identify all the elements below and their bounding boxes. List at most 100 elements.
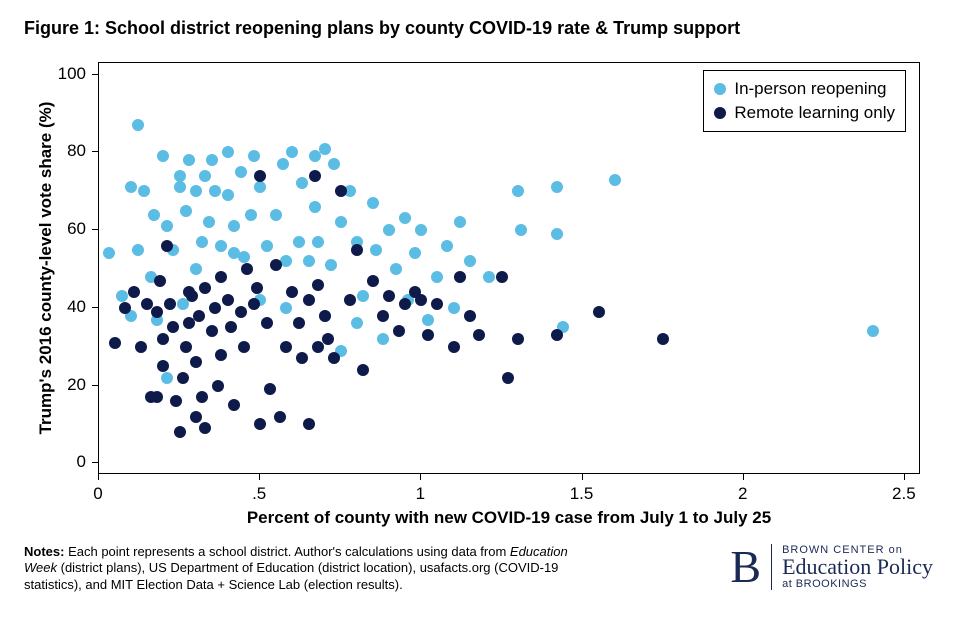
data-point [261,317,273,329]
data-point [657,333,669,345]
data-point [512,333,524,345]
data-point [357,290,369,302]
data-point [235,166,247,178]
data-point [151,306,163,318]
x-tick [582,474,583,480]
legend-label: Remote learning only [734,101,895,125]
data-point [199,170,211,182]
legend-item: In-person reopening [714,77,895,101]
data-point [464,255,476,267]
data-point [280,302,292,314]
y-tick [92,229,98,230]
data-point [448,302,460,314]
y-tick-label: 80 [56,141,86,161]
data-point [190,263,202,275]
data-point [512,185,524,197]
data-point [296,352,308,364]
data-point [454,271,466,283]
data-point [125,181,137,193]
data-point [515,224,527,236]
data-point [215,240,227,252]
data-point [161,220,173,232]
data-point [351,317,363,329]
data-point [228,220,240,232]
data-point [196,236,208,248]
notes-block: Notes: Each point represents a school di… [24,544,584,593]
data-point [351,244,363,256]
data-point [377,333,389,345]
data-point [161,372,173,384]
data-point [190,356,202,368]
x-tick-label: 2 [738,484,747,504]
data-point [254,418,266,430]
brand-line2: Education Policy [782,556,933,578]
data-point [174,170,186,182]
data-point [151,391,163,403]
y-tick-label: 20 [56,375,86,395]
data-point [148,209,160,221]
data-point [161,240,173,252]
data-point [367,275,379,287]
data-point [212,380,224,392]
y-tick [92,385,98,386]
y-axis-label: Trump's 2016 county-level vote share (%) [36,102,56,435]
data-point [473,329,485,341]
data-point [551,228,563,240]
data-point [551,181,563,193]
data-point [138,185,150,197]
x-tick [420,474,421,480]
data-point [215,271,227,283]
data-point [164,298,176,310]
data-point [206,154,218,166]
data-point [241,263,253,275]
data-point [183,154,195,166]
data-point [303,294,315,306]
data-point [199,282,211,294]
data-point [325,259,337,271]
y-tick-label: 40 [56,297,86,317]
notes-text: Each point represents a school district.… [24,544,568,592]
legend-item: Remote learning only [714,101,895,125]
data-point [312,279,324,291]
data-point [238,251,250,263]
figure-container: Figure 1: School district reopening plan… [0,0,957,638]
y-tick-label: 60 [56,219,86,239]
data-point [322,333,334,345]
data-point [199,422,211,434]
data-point [222,146,234,158]
x-tick [259,474,260,480]
data-point [319,143,331,155]
data-point [190,185,202,197]
data-point [196,391,208,403]
data-point [177,372,189,384]
x-tick-label: .5 [252,484,266,504]
legend-label: In-person reopening [734,77,886,101]
brand-line3: at BROOKINGS [782,578,933,590]
data-point [261,240,273,252]
brand-logo: B BROWN CENTER on Education Policy at BR… [730,544,933,590]
data-point [593,306,605,318]
data-point [132,244,144,256]
data-point [609,174,621,186]
data-point [448,341,460,353]
data-point [422,329,434,341]
data-point [254,181,266,193]
data-point [441,240,453,252]
data-point [390,263,402,275]
data-point [551,329,563,341]
data-point [496,271,508,283]
data-point [248,298,260,310]
data-point [225,321,237,333]
data-point [344,294,356,306]
data-point [157,150,169,162]
data-point [116,290,128,302]
data-point [132,119,144,131]
brand-mark-icon: B [730,544,772,590]
data-point [274,411,286,423]
data-point [157,360,169,372]
data-point [119,302,131,314]
data-point [399,212,411,224]
data-point [319,310,331,322]
data-point [170,395,182,407]
figure-title: Figure 1: School district reopening plan… [24,18,740,39]
